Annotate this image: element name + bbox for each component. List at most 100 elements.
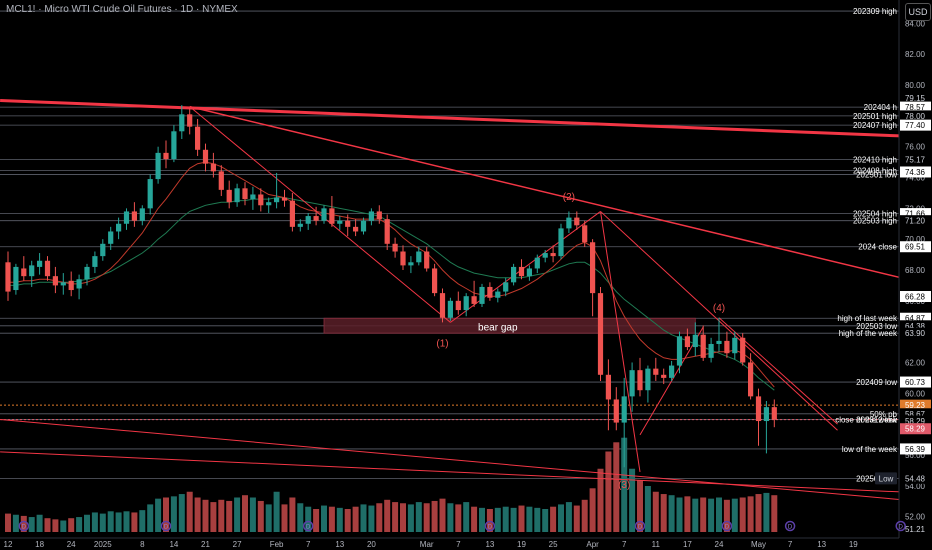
x-tick-label: 19 (849, 540, 858, 549)
event-marker-icon[interactable] (302, 520, 314, 532)
trendline (600, 211, 641, 472)
candle-body (432, 268, 438, 294)
volume-bar (479, 507, 485, 532)
event-marker-icon[interactable] (784, 520, 796, 532)
volume-bar (455, 504, 462, 532)
y-tick-label: 76.00 (905, 143, 926, 152)
volume-bar (407, 504, 414, 532)
event-marker-icon[interactable] (18, 520, 30, 532)
y-tick-label: 56.00 (905, 451, 926, 460)
price-box-label: 64.87 (905, 314, 926, 323)
price-box (900, 376, 931, 388)
candle-body (187, 114, 193, 127)
candle-body (439, 293, 446, 318)
candle-body (526, 268, 532, 277)
price-box (900, 119, 931, 131)
candle-body (147, 179, 153, 209)
event-marker-icon[interactable] (895, 520, 906, 532)
x-tick-label: 7 (306, 540, 311, 549)
candle-body (155, 152, 161, 180)
candle-body (195, 126, 201, 150)
x-tick-label: 24 (715, 540, 724, 549)
candle-body (337, 220, 343, 224)
volume-bar (423, 503, 430, 532)
trendline (718, 317, 838, 425)
trendlines (0, 98, 901, 501)
volume-bar (163, 497, 169, 532)
candle-body (313, 216, 319, 221)
volume-bars (5, 437, 778, 532)
volume-bar (336, 507, 343, 532)
event-marker-icon[interactable] (634, 520, 646, 532)
trendline (0, 418, 901, 501)
trendline (639, 326, 704, 436)
y-tick-label: 82.00 (905, 50, 926, 59)
candle-body (455, 300, 461, 311)
price-box (900, 101, 931, 113)
event-marker-icon[interactable] (484, 520, 496, 532)
price-axis-bg (899, 0, 932, 550)
volume-bar (486, 509, 493, 532)
volume-bar (226, 500, 233, 532)
x-tick-label: 17 (683, 540, 692, 549)
x-tick-label: 25 (549, 540, 558, 549)
price-box (900, 320, 931, 332)
volume-bar (708, 498, 715, 532)
candle-body (250, 194, 256, 200)
candle-body (353, 226, 359, 232)
candle-body (368, 211, 374, 221)
price-axis[interactable]: 84.0082.0080.0078.0076.0074.0072.0070.00… (898, 0, 932, 550)
candlesticks[interactable] (5, 105, 777, 468)
level-label: 202312 low (856, 416, 897, 425)
price-box (900, 110, 931, 122)
candle-body (100, 243, 106, 257)
candle-body (566, 217, 572, 229)
candle-body (60, 282, 66, 286)
moving-averages (8, 161, 775, 391)
volume-bar (131, 512, 138, 532)
volume-bar (676, 497, 683, 532)
event-marker-icon[interactable] (721, 520, 733, 532)
candle-body (281, 197, 288, 201)
x-tick-label: 27 (233, 540, 242, 549)
price-box-label: 59.23 (905, 401, 926, 410)
volume-bar (139, 510, 146, 532)
candle-body (558, 228, 564, 257)
candle-body (724, 340, 730, 354)
candle-body (574, 217, 580, 226)
currency-button[interactable]: USD (905, 3, 931, 21)
price-box-label: 78.57 (905, 103, 926, 112)
level-label: high of last week (837, 314, 898, 323)
volume-bar (52, 519, 59, 532)
event-marker-label: D (22, 525, 27, 531)
x-tick-label: Feb (270, 540, 284, 549)
event-marker-label: D (164, 525, 169, 531)
candle-body (684, 336, 690, 348)
event-marker-icon[interactable] (160, 520, 172, 532)
price-box (900, 472, 931, 484)
trendline (189, 106, 451, 323)
candle-body (732, 337, 738, 354)
candle-body (447, 300, 453, 318)
candle-body (669, 365, 675, 378)
time-axis[interactable]: 12 18 24 2025 8 14 21 27 Feb 7 13 20 Mar 7 13 19 25 Apr 7 1… (0, 537, 899, 550)
price-box (900, 327, 931, 339)
volume-bar (723, 499, 730, 532)
y-tick-label: 60.00 (905, 389, 926, 398)
candle-body (590, 242, 596, 294)
candle-body (384, 219, 390, 244)
event-marker-label: D (306, 525, 311, 531)
x-tick-label: 13 (335, 540, 344, 549)
candle-body (5, 262, 11, 292)
volume-bar (652, 491, 659, 532)
volume-bar (210, 502, 217, 532)
level-label: 2024 close (858, 243, 897, 252)
level-label: 202503 high (853, 217, 897, 226)
volume-bar (581, 499, 588, 532)
volume-bar (731, 498, 738, 532)
y-tick-label: 74.00 (905, 174, 926, 183)
price-box-label: 54.48 (905, 474, 926, 483)
candle-body (108, 231, 114, 244)
